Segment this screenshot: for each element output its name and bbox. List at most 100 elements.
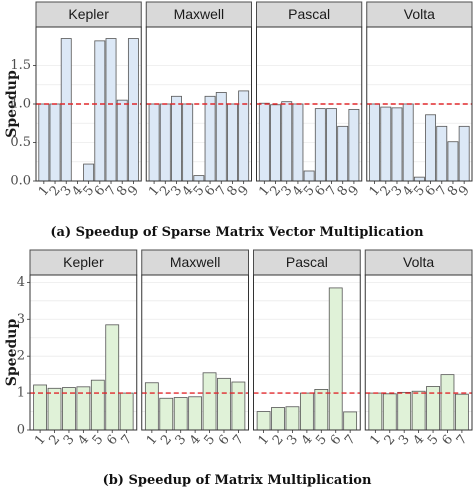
bar (127, 38, 139, 182)
y-tick-label: 1.0 (10, 97, 31, 112)
y-axis-label: Speedup (4, 70, 20, 138)
facet-strip (364, 249, 473, 276)
x-tick-label: 1 (256, 432, 273, 448)
bar (411, 390, 426, 431)
bar (188, 396, 203, 431)
bar (256, 411, 271, 431)
bar (455, 393, 469, 431)
bar (326, 108, 337, 182)
bar (425, 114, 437, 182)
y-tick-label: 0.5 (10, 135, 31, 150)
x-tick-label: 2 (270, 432, 287, 448)
x-tick-label: 3 (396, 432, 413, 448)
chart-spmv: Speedup0.00.51.01.5Kepler123456789Maxwel… (4, 1, 473, 199)
bar (60, 38, 72, 182)
x-tick-label: 6 (104, 432, 121, 448)
x-tick-label: 6 (216, 432, 233, 448)
y-tick-label: 2 (17, 349, 25, 364)
facet-strip-label: Pascal (286, 254, 328, 270)
bar (402, 103, 414, 182)
bar (193, 175, 205, 182)
bar (271, 407, 285, 431)
panel-border (141, 274, 249, 431)
x-tick-label: 2 (158, 432, 175, 448)
x-tick-label: 4 (75, 432, 92, 448)
bar (49, 103, 61, 182)
x-tick-label: 7 (119, 432, 136, 448)
panel-border (256, 26, 363, 182)
bar (458, 125, 470, 182)
bar (202, 372, 217, 431)
x-tick-label: 6 (328, 432, 345, 448)
bar (369, 103, 381, 182)
bar (119, 392, 134, 431)
x-tick-label: 7 (454, 432, 471, 448)
x-tick-label: 2 (382, 432, 399, 448)
x-tick-label: 3 (284, 432, 301, 448)
y-tick-label: 3 (17, 312, 25, 327)
bar (348, 108, 360, 182)
bar (314, 389, 329, 431)
bar (83, 163, 95, 182)
bar (215, 92, 227, 182)
bar (447, 141, 459, 182)
bar (171, 95, 182, 182)
bar (144, 382, 159, 431)
x-tick-label: 1 (367, 432, 384, 448)
y-tick-label: 1 (17, 386, 25, 401)
y-axis-label: Speedup (4, 319, 20, 387)
bar (292, 103, 304, 182)
x-tick-label: 4 (187, 432, 204, 448)
x-tick-label: 5 (425, 432, 442, 448)
bar (337, 125, 349, 182)
bar (182, 103, 194, 182)
bar (397, 391, 412, 431)
bar (204, 95, 216, 182)
bar (173, 397, 188, 431)
bar (231, 381, 246, 431)
bar (105, 38, 117, 182)
x-tick-label: 2 (46, 432, 63, 448)
panel-border (366, 26, 473, 182)
facet-strip-label: Volta (403, 254, 434, 270)
bar (281, 101, 293, 182)
facet-strip-label: Kepler (63, 254, 104, 270)
caption-matmul: (b) Speedup of Matrix Multiplication (103, 473, 372, 488)
bar (159, 397, 174, 431)
x-tick-label: 9 (236, 183, 253, 199)
facet-strip (141, 249, 249, 276)
x-tick-label: 9 (125, 183, 142, 199)
bar (258, 102, 270, 182)
bar (440, 374, 455, 431)
bar (47, 387, 62, 431)
bar (33, 384, 47, 431)
bar (90, 379, 105, 431)
x-tick-label: 5 (313, 432, 330, 448)
bar (285, 406, 300, 431)
bar (343, 411, 358, 431)
x-tick-label: 9 (346, 183, 363, 199)
x-tick-label: 5 (201, 432, 218, 448)
bar (227, 103, 238, 182)
x-tick-label: 1 (144, 432, 161, 448)
x-tick-label: 1 (32, 432, 49, 448)
x-tick-label: 3 (61, 432, 78, 448)
bar (148, 103, 160, 182)
bar (62, 387, 76, 431)
facet-strip (253, 249, 361, 276)
facet-strip-label: Maxwell (170, 254, 221, 270)
facet-strip (145, 1, 252, 28)
y-tick-label: 1.5 (10, 58, 31, 73)
bar (94, 40, 106, 182)
y-tick-label: 0 (17, 423, 25, 438)
x-tick-label: 3 (173, 432, 190, 448)
y-tick-label: 4 (17, 275, 25, 290)
chart-matmul: Speedup01234Kepler1234567Maxwell1234567P… (4, 249, 473, 448)
